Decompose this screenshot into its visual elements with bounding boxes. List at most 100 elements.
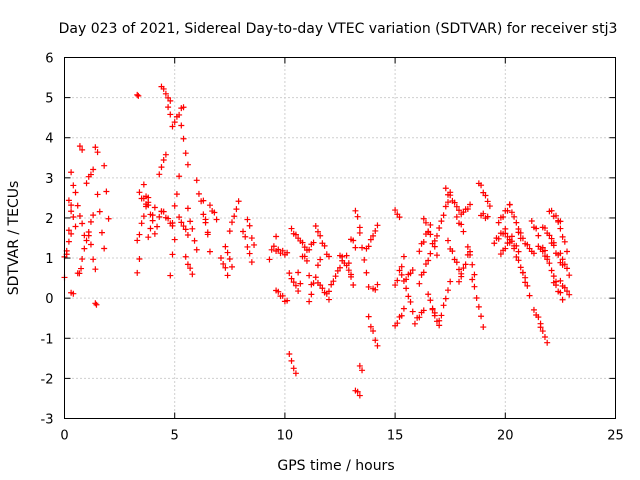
data-point	[469, 276, 476, 283]
data-point	[191, 237, 198, 244]
data-point	[308, 291, 315, 298]
data-point	[94, 149, 101, 156]
data-point	[184, 261, 191, 268]
data-point	[374, 222, 381, 229]
data-point	[400, 305, 407, 312]
data-point	[314, 228, 321, 235]
data-point	[508, 209, 515, 216]
data-point	[87, 241, 94, 248]
y-tick-label: -2	[41, 372, 54, 387]
data-point	[167, 272, 174, 279]
data-point	[537, 324, 544, 331]
x-tick-label: 15	[387, 429, 404, 444]
data-point	[154, 223, 161, 230]
data-point	[90, 256, 97, 263]
data-point	[78, 265, 85, 272]
data-point	[456, 207, 463, 214]
data-point	[68, 169, 75, 176]
y-axis-label: SDTVAR / TECUs	[6, 181, 22, 296]
data-point	[136, 231, 143, 238]
data-point	[145, 234, 152, 241]
data-point	[456, 278, 463, 285]
data-point	[229, 263, 236, 270]
data-point	[420, 269, 427, 276]
data-point	[79, 146, 86, 153]
data-point	[222, 243, 229, 250]
data-point	[297, 280, 304, 287]
data-point	[290, 279, 297, 286]
data-point	[416, 280, 423, 287]
data-point	[284, 297, 291, 304]
data-point	[134, 91, 141, 98]
data-point	[231, 213, 238, 220]
data-point	[541, 247, 548, 254]
data-point	[317, 232, 324, 239]
data-point	[178, 122, 185, 129]
data-point	[306, 272, 313, 279]
data-point	[182, 253, 189, 260]
data-point	[528, 218, 535, 225]
data-point	[248, 235, 255, 242]
data-point	[367, 236, 374, 243]
data-point	[165, 104, 172, 111]
data-point	[409, 267, 416, 274]
data-point	[226, 256, 233, 263]
data-point	[226, 228, 233, 235]
data-point	[438, 218, 445, 225]
data-point	[356, 392, 363, 399]
data-point	[442, 203, 449, 210]
x-axis-label: GPS time / hours	[277, 458, 394, 474]
data-point	[392, 282, 399, 289]
data-point	[76, 270, 83, 277]
data-point	[374, 342, 381, 349]
data-point	[345, 260, 352, 267]
data-point	[284, 249, 291, 256]
data-point	[317, 282, 324, 289]
data-point	[65, 238, 72, 245]
data-point	[325, 296, 332, 303]
data-point	[530, 250, 537, 257]
data-point	[202, 216, 209, 223]
data-point	[429, 306, 436, 313]
data-point	[169, 123, 176, 130]
data-point	[140, 181, 147, 188]
data-point	[436, 225, 443, 232]
data-point	[295, 288, 302, 295]
data-point	[286, 350, 293, 357]
data-point	[535, 232, 542, 239]
data-point	[480, 324, 487, 331]
data-point	[74, 202, 81, 209]
data-point	[182, 150, 189, 157]
data-point	[400, 253, 407, 260]
data-point	[396, 214, 403, 221]
data-point	[352, 244, 359, 251]
data-point	[552, 282, 559, 289]
data-point	[160, 208, 167, 215]
data-point	[478, 313, 485, 320]
data-point	[561, 284, 568, 291]
data-point	[460, 228, 467, 235]
data-point	[561, 238, 568, 245]
data-point	[420, 307, 427, 314]
data-point	[90, 212, 97, 219]
data-point	[513, 219, 520, 226]
x-tick-label: 5	[171, 429, 179, 444]
data-point	[87, 171, 94, 178]
data-point	[535, 314, 542, 321]
data-point	[350, 281, 357, 288]
data-point	[206, 202, 213, 209]
data-point	[200, 211, 207, 218]
data-point	[484, 213, 491, 220]
data-point	[458, 221, 465, 228]
data-point	[427, 231, 434, 238]
data-point	[365, 313, 372, 320]
data-point	[442, 295, 449, 302]
data-point	[519, 269, 526, 276]
data-point	[405, 293, 412, 300]
data-point	[427, 221, 434, 228]
data-point	[151, 230, 158, 237]
data-point	[453, 203, 460, 210]
data-point	[354, 388, 361, 395]
data-point	[436, 317, 443, 324]
data-point	[76, 213, 83, 220]
